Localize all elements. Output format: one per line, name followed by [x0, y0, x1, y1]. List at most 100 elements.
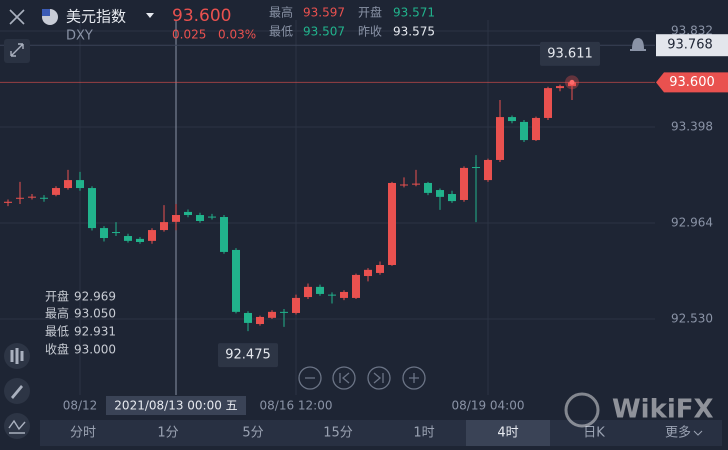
- candle-body: [328, 294, 336, 296]
- compare-icon: [8, 419, 26, 434]
- candle-body: [316, 286, 324, 294]
- crosshair-label: 2021/08/13 00:00 五: [114, 399, 237, 413]
- close-button[interactable]: [9, 9, 25, 25]
- alert-bell[interactable]: [630, 38, 646, 51]
- candle-body: [400, 184, 408, 186]
- stat-value: 93.507: [303, 25, 345, 39]
- info-label: 收盘: [45, 342, 69, 357]
- toolbar: [4, 39, 30, 439]
- first-icon: [339, 372, 350, 384]
- indicator-icon: [10, 348, 24, 364]
- y-tick-label: 93.832: [671, 24, 713, 38]
- header: 美元指数 DXY 93.600 0.025 0.03% 最高 93.597 开盘…: [9, 5, 435, 44]
- candle-body: [340, 291, 348, 298]
- min-label-bg: [218, 343, 278, 368]
- y-tick-label: 93.398: [671, 120, 713, 134]
- info-value: 93.050: [74, 307, 116, 321]
- stat-label: 开盘: [358, 5, 382, 20]
- tab[interactable]: 1分: [157, 426, 178, 441]
- expand-icon: [10, 43, 24, 57]
- tab[interactable]: 4时: [497, 426, 518, 441]
- candle-body: [40, 197, 48, 199]
- bell-base: [630, 49, 646, 51]
- candle-body: [244, 312, 252, 323]
- candle-body: [448, 194, 456, 202]
- max-label-bg: [540, 41, 600, 66]
- candle-body: [556, 86, 564, 89]
- candle-body: [208, 216, 216, 218]
- crosshair-label-bg: [106, 396, 246, 415]
- zoom-in[interactable]: [402, 366, 426, 390]
- change: 0.025: [172, 28, 206, 42]
- candle-body: [436, 190, 444, 197]
- candle-body: [268, 311, 276, 318]
- candle-body: [472, 167, 480, 169]
- info-value: 92.969: [74, 290, 116, 304]
- tab[interactable]: 分时: [70, 426, 96, 441]
- candle-body: [388, 182, 396, 265]
- last-button[interactable]: [367, 366, 391, 390]
- flag-canton: [42, 9, 50, 16]
- y-tick-label: 92.530: [671, 311, 713, 325]
- candle-body: [280, 311, 288, 313]
- tab[interactable]: 15分: [323, 426, 353, 441]
- info-label: 最低: [45, 325, 69, 339]
- zoom-in-icon: [409, 373, 419, 383]
- candle-body: [532, 117, 540, 141]
- change-pct: 0.03%: [218, 28, 256, 42]
- bell-icon: [632, 38, 644, 49]
- instrument-name[interactable]: 美元指数: [66, 8, 126, 26]
- crosshair-info: 开盘 92.969 最高 93.050 最低 92.931 收盘 93.000: [45, 289, 116, 357]
- candle-body: [352, 274, 360, 298]
- candle-body: [484, 159, 492, 181]
- candle-body: [124, 236, 132, 241]
- alert-tag: [656, 34, 728, 57]
- candle-body: [16, 197, 24, 199]
- candle-body: [112, 232, 120, 234]
- candle-body: [424, 182, 432, 193]
- candle-body: [292, 297, 300, 313]
- min-label: 92.475: [225, 348, 271, 363]
- tab[interactable]: 日K: [583, 426, 605, 441]
- candle-body: [304, 286, 312, 298]
- alert-tag-label: 93.768: [667, 38, 713, 53]
- stat-value: 93.575: [393, 25, 435, 39]
- stat-label: 最高: [269, 5, 293, 20]
- candle-body: [376, 264, 384, 273]
- dropdown-arrow[interactable]: [146, 13, 154, 18]
- candle-body: [508, 117, 516, 122]
- x-tick-label: 08/16 12:00: [260, 399, 333, 413]
- stat-label: 昨收: [358, 25, 382, 39]
- tab-selected-bg: [466, 420, 550, 446]
- first-button[interactable]: [332, 366, 356, 390]
- y-tick-label: 92.964: [671, 215, 713, 229]
- candle-body: [148, 230, 156, 241]
- candle-body: [196, 215, 204, 221]
- more-arrow[interactable]: [693, 430, 703, 436]
- info-label: 最高: [45, 306, 69, 321]
- candle-body: [76, 180, 84, 189]
- x-tick-label: 08/19 04:00: [452, 399, 525, 413]
- symbol: DXY: [66, 29, 93, 44]
- candle-body: [100, 228, 108, 239]
- candle-body: [232, 249, 240, 312]
- tab[interactable]: 更多: [665, 425, 691, 441]
- max-label: 93.611: [547, 46, 593, 61]
- zoom-out[interactable]: [298, 366, 322, 390]
- last-price-tag: [656, 72, 728, 93]
- draw-icon: [11, 385, 23, 399]
- candle-body: [544, 88, 552, 118]
- tab[interactable]: 5分: [242, 426, 263, 441]
- stat-value: 93.571: [393, 6, 435, 20]
- tab[interactable]: 1时: [413, 426, 434, 441]
- expand-button[interactable]: [4, 39, 30, 63]
- candle-body: [220, 217, 228, 252]
- x-tick-label: 08/12: [63, 399, 98, 413]
- candle-body: [184, 211, 192, 216]
- last-icon: [373, 372, 384, 384]
- plot: 93.832 93.398 92.964 92.530 08/12 2021/08/13 …: [0, 20, 728, 415]
- candle-body: [256, 316, 264, 325]
- price: 93.600: [172, 6, 231, 26]
